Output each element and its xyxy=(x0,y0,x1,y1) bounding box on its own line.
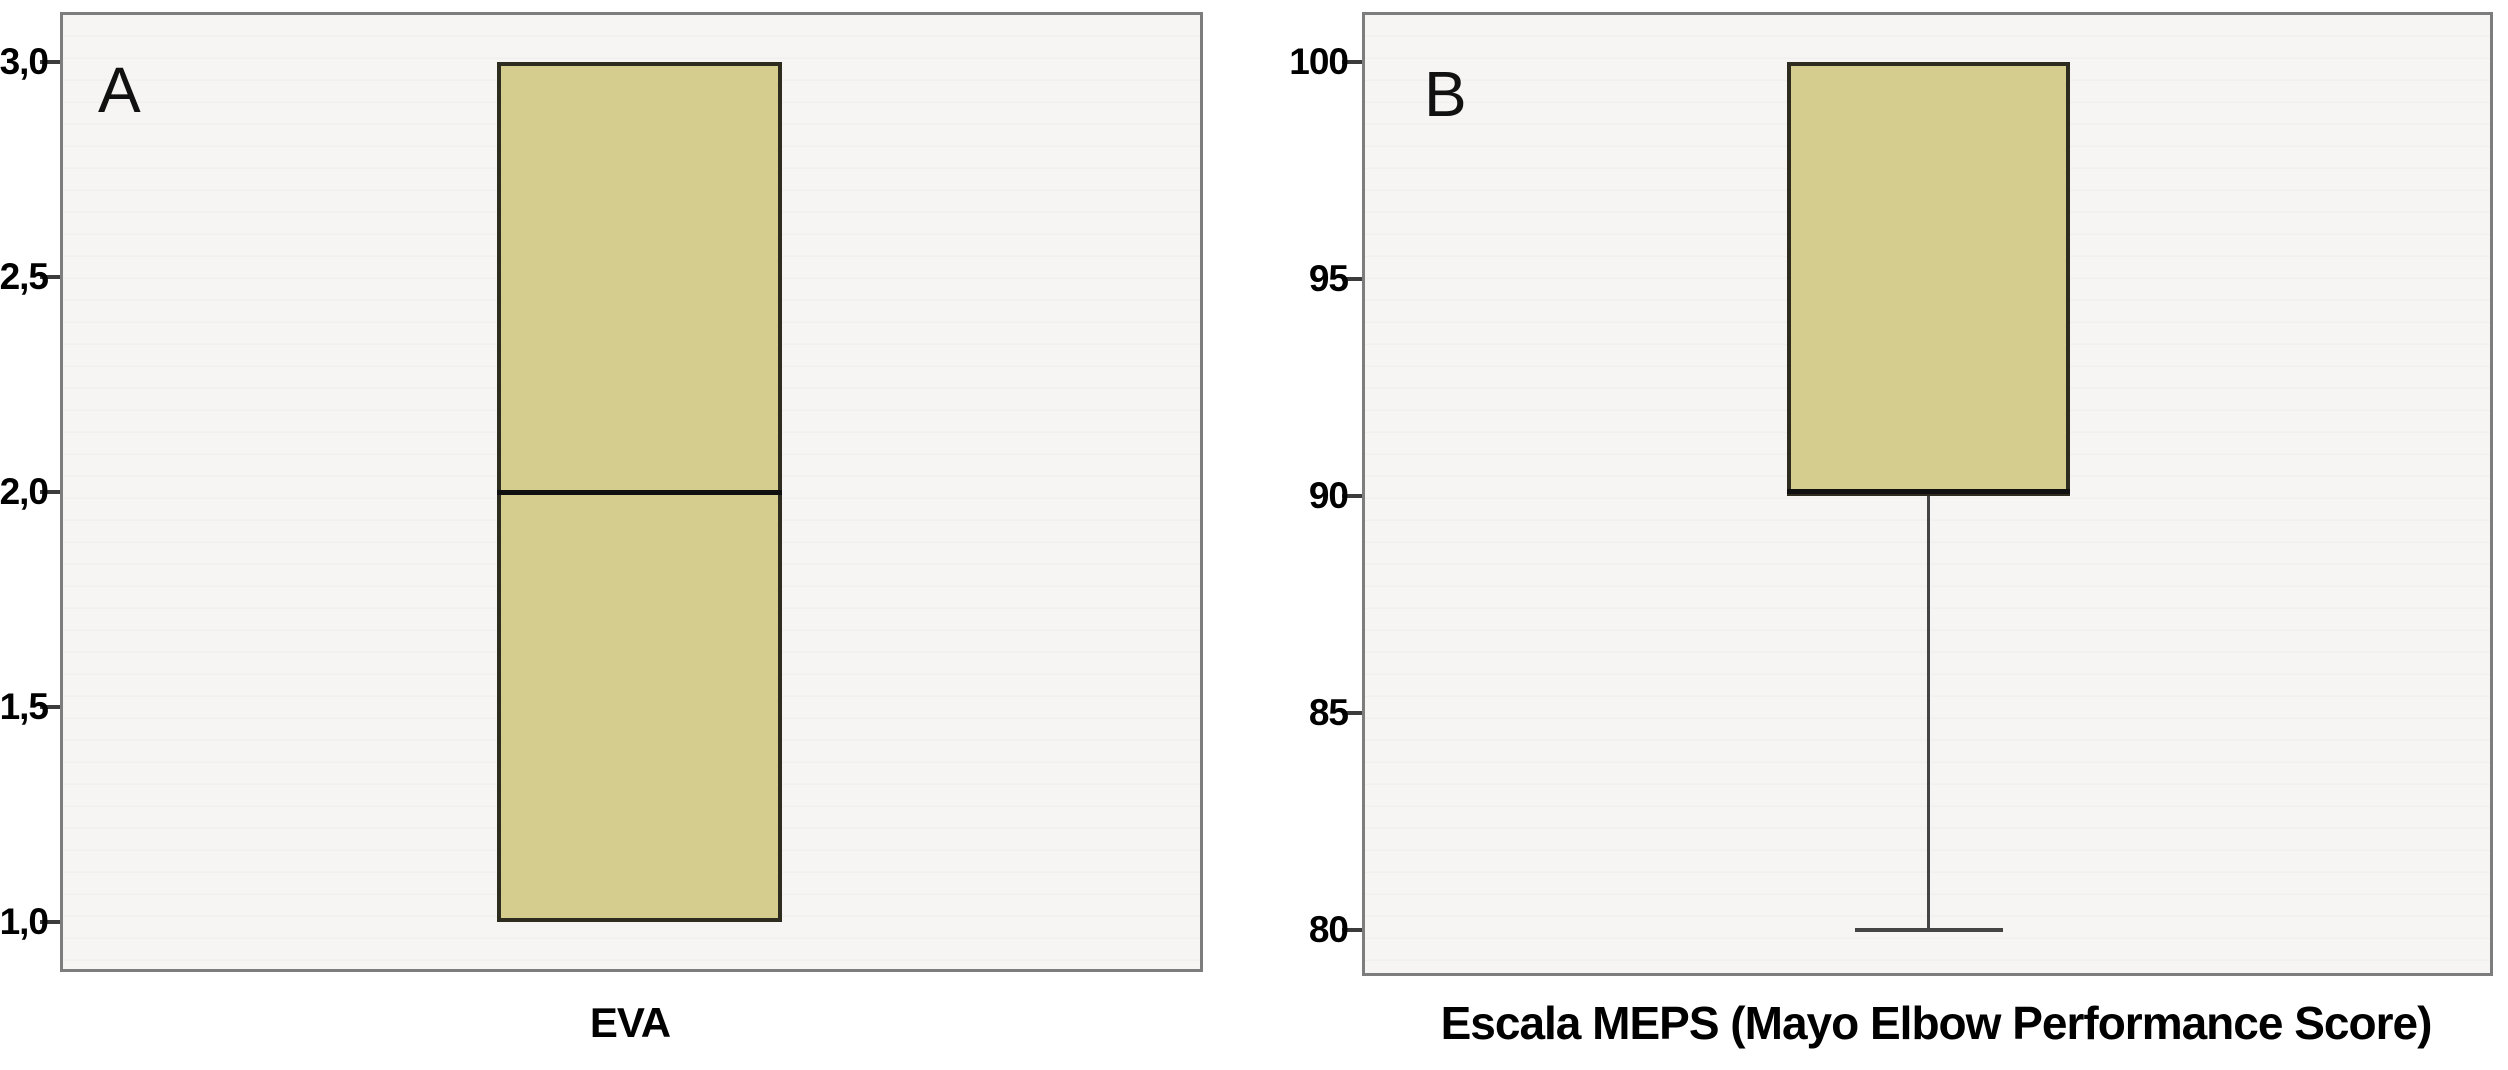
xaxis-label: EVA xyxy=(589,999,671,1046)
median-line xyxy=(1787,488,2070,494)
ytick-label: 90 xyxy=(1308,474,1349,516)
ytick-mark xyxy=(40,920,60,925)
ytick-label: 80 xyxy=(1308,908,1349,950)
ytick-mark xyxy=(40,490,60,494)
ytick-label: 2,0 xyxy=(0,471,49,512)
lower-whisker-cap xyxy=(1854,927,2003,932)
median-line xyxy=(497,490,782,495)
ytick-label: 1,5 xyxy=(0,686,49,728)
ytick-mark xyxy=(1342,60,1362,65)
ytick-label: 100 xyxy=(1289,41,1349,83)
panel-letter-a: A xyxy=(98,54,141,126)
ytick-label: 95 xyxy=(1308,258,1349,300)
ytick-mark xyxy=(40,274,60,279)
ytick-label: 1,0 xyxy=(0,901,49,943)
ytick-mark xyxy=(1342,493,1362,498)
ytick-mark xyxy=(40,705,60,710)
ytick-mark xyxy=(1342,277,1362,282)
panel-letter-b: B xyxy=(1424,58,1467,130)
lower-whisker-line xyxy=(1927,495,1930,930)
ytick-label: 3,0 xyxy=(0,40,49,82)
ytick-mark xyxy=(40,59,60,64)
ytick-mark xyxy=(1342,710,1362,715)
ytick-label: 85 xyxy=(1308,691,1349,733)
iqr-box xyxy=(1787,62,2070,496)
xaxis-label: Escala MEPS (Mayo Elbow Performance Scor… xyxy=(1440,997,2433,1049)
ytick-label: 2,5 xyxy=(0,255,49,297)
ytick-mark xyxy=(1342,927,1362,932)
